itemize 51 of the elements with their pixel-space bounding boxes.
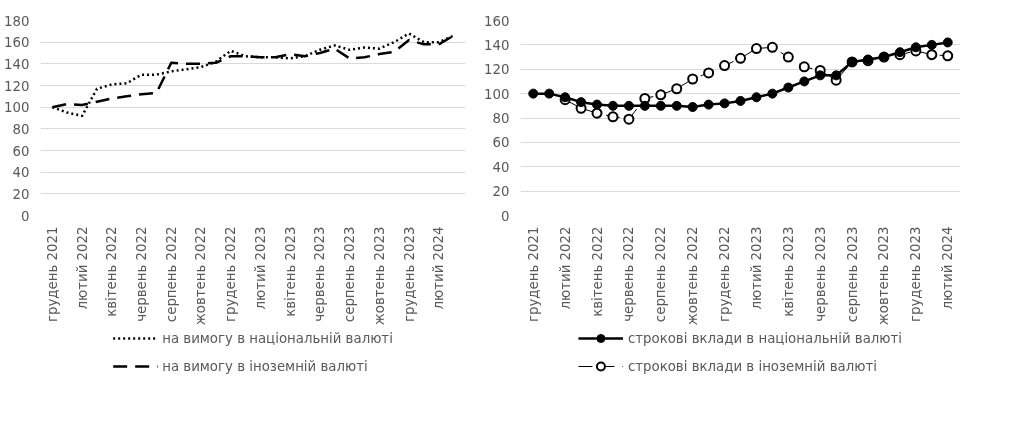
legend-label: на вимогу в національній валюті xyxy=(162,330,393,346)
x-tick-label: лютий 2023 xyxy=(252,226,268,310)
y-tick-label: 160 xyxy=(4,35,30,51)
x-tick-label: квітень 2022 xyxy=(104,226,120,317)
x-tick-label: серпень 2022 xyxy=(163,226,179,323)
x-tick-label: серпень 2023 xyxy=(342,226,358,323)
x-tick-label: грудень 2022 xyxy=(223,226,239,322)
x-tick-label: червень 2022 xyxy=(134,226,150,322)
x-tick-label: лютий 2024 xyxy=(940,226,956,310)
y-tick-label: 60 xyxy=(492,135,510,151)
x-tick-label: серпень 2023 xyxy=(844,226,860,323)
x-tick-label: жовтень 2023 xyxy=(876,226,892,326)
x-tick-label: лютий 2022 xyxy=(557,226,573,310)
y-tick-label: 0 xyxy=(501,208,510,224)
y-tick-label: 160 xyxy=(484,13,510,29)
y-tick-label: 80 xyxy=(12,121,30,137)
legend-label: на вимогу в іноземній валюті xyxy=(162,358,368,374)
y-tick-label: 180 xyxy=(4,13,30,29)
y-tick-label: 100 xyxy=(4,100,30,116)
x-tick-label: жовтень 2022 xyxy=(685,226,701,326)
x-tick-label: жовтень 2022 xyxy=(193,226,209,326)
y-tick-label: 140 xyxy=(4,56,30,72)
y-tick-label: 120 xyxy=(484,62,510,78)
y-tick-label: 20 xyxy=(12,186,30,202)
x-tick-label: лютий 2022 xyxy=(74,226,90,310)
y-tick-label: 20 xyxy=(492,184,510,200)
x-tick-label: жовтень 2023 xyxy=(371,226,387,326)
x-tick-label: квітень 2023 xyxy=(282,226,298,317)
x-tick-label: грудень 2023 xyxy=(908,226,924,322)
y-tick-label: 40 xyxy=(492,159,510,175)
x-tick-label: лютий 2024 xyxy=(431,226,447,310)
x-tick-label: червень 2023 xyxy=(812,226,828,322)
x-tick-label: грудень 2021 xyxy=(525,226,541,322)
x-tick-label: грудень 2022 xyxy=(717,226,733,322)
x-tick-label: червень 2023 xyxy=(312,226,328,322)
legend-label: строкові вклади в національній валюті xyxy=(627,330,903,346)
legend-label: строкові вклади в іноземній валюті xyxy=(627,358,877,374)
x-tick-label: серпень 2022 xyxy=(653,226,669,323)
y-tick-label: 100 xyxy=(484,86,510,102)
y-tick-label: 40 xyxy=(12,165,30,181)
x-tick-label: грудень 2023 xyxy=(401,226,417,322)
x-tick-label: лютий 2023 xyxy=(748,226,764,310)
y-tick-label: 120 xyxy=(4,78,30,94)
y-tick-label: 80 xyxy=(492,111,510,126)
x-tick-label: червень 2022 xyxy=(621,226,637,322)
x-tick-label: квітень 2023 xyxy=(780,226,796,317)
y-tick-label: 0 xyxy=(21,208,30,224)
x-tick-label: грудень 2021 xyxy=(44,226,60,322)
x-tick-label: квітень 2022 xyxy=(589,226,605,317)
y-tick-label: 140 xyxy=(484,37,510,53)
y-tick-label: 60 xyxy=(12,143,30,159)
